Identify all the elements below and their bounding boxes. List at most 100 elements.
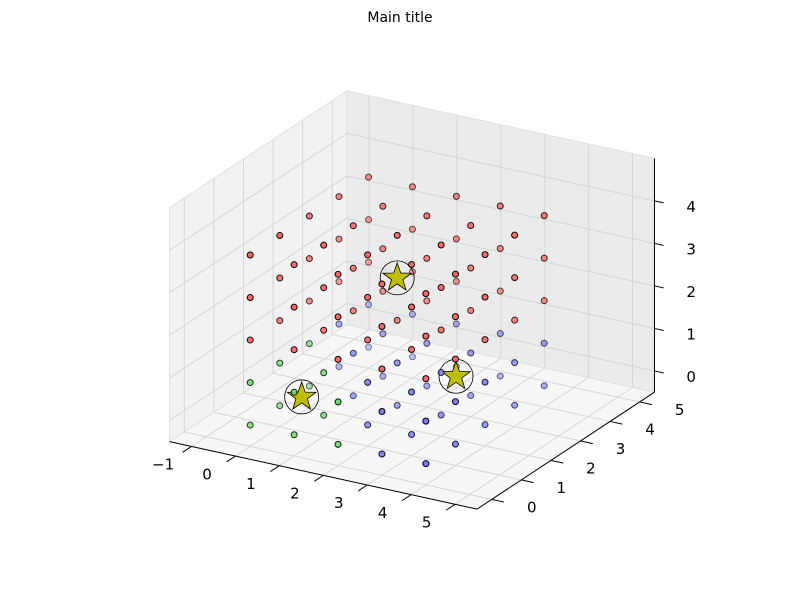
point [452,235,460,243]
point [364,378,372,386]
point [452,192,460,200]
z-tick [654,285,664,289]
point [305,212,313,220]
grid-line [332,333,640,403]
point [379,330,387,338]
y-tick-label: 0 [527,499,537,517]
point [540,382,548,390]
grid-line [366,367,545,486]
chart-title: Main title [367,10,432,26]
point [481,251,489,259]
point [364,421,372,429]
x-tick [401,494,412,501]
point [467,222,475,230]
grid-line [169,303,348,421]
point [334,270,342,278]
point [379,287,387,295]
point [379,372,387,380]
point [451,398,459,406]
point [422,332,430,340]
point [437,241,445,249]
x-tick [358,484,368,492]
point [290,346,298,354]
grid-line [346,302,655,372]
point [349,349,357,357]
point [276,274,284,282]
point [290,431,298,439]
point [378,450,386,458]
grid-line [169,260,348,379]
point [511,316,519,324]
point [422,417,430,425]
point [320,284,328,292]
z-tick [654,327,664,331]
z-tick-label: 2 [686,283,696,301]
center-ring [284,379,320,415]
point [365,173,373,181]
point [408,345,416,353]
grid-line [454,386,633,505]
point [467,307,475,315]
grid-line [191,329,370,447]
point [378,407,386,415]
point [540,254,548,262]
point [481,336,489,344]
z-tick-label: 3 [686,241,696,259]
point [437,284,445,292]
point [246,421,254,429]
y-tick [521,479,534,484]
axis-line [169,441,478,510]
point [335,363,343,371]
x-tick-label: −1 [152,456,174,474]
point [481,293,489,301]
z-tick-label: 0 [686,368,696,386]
point [334,355,342,363]
grid-line [279,348,458,467]
point [451,440,459,448]
point [451,270,459,278]
point [290,303,298,311]
point [276,317,284,325]
point [393,401,401,409]
point [320,411,328,419]
point [408,260,416,268]
point [423,339,431,347]
point [379,202,387,210]
point [481,378,489,386]
point [364,336,372,344]
point [246,336,254,344]
grid-line [235,338,414,457]
y-tick-label: 2 [586,460,596,478]
y-tick-label: 1 [557,479,567,497]
x-tick-label: 5 [422,513,432,531]
y-tick [609,420,623,425]
grid-line [184,431,492,500]
z-tick-label: 4 [686,198,696,216]
point [365,216,373,224]
point [540,297,548,305]
point [408,388,416,396]
z-tick [654,200,664,204]
point [496,330,504,338]
point [320,326,328,334]
point [335,235,343,243]
grid-line [213,411,522,481]
point [496,202,504,210]
y-tick-label: 3 [616,440,626,458]
point [423,382,431,390]
z-tick [654,370,664,374]
point [393,359,401,367]
cluster-center [440,360,472,390]
point [378,365,386,373]
point [393,231,401,239]
x-tick-label: 1 [246,475,256,493]
x-tick [270,465,280,472]
point [467,264,475,272]
grid-line [272,372,581,442]
y-tick [491,498,505,503]
point [408,353,416,361]
point [335,320,343,328]
x-tick-label: 2 [290,485,300,503]
point [290,388,298,396]
